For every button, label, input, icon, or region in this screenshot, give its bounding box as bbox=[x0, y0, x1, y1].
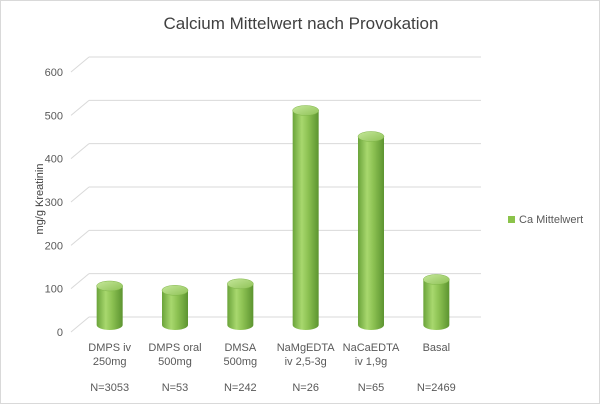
bar-top-5 bbox=[423, 274, 450, 285]
sample-size-label-1: N=53 bbox=[162, 382, 189, 394]
sample-size-label-5: N=2469 bbox=[417, 382, 456, 394]
x-tick-label-2-0: DMSA bbox=[224, 342, 256, 354]
bar-3 bbox=[292, 105, 319, 330]
bar-top-2 bbox=[227, 278, 254, 290]
x-tick-label-2-1: 500mg bbox=[224, 356, 258, 368]
gridline-floor-5 bbox=[70, 99, 90, 116]
y-axis-title: mg/g Kreatinin bbox=[34, 164, 46, 235]
bar-body-0 bbox=[96, 286, 123, 330]
gridline-floor-6 bbox=[70, 56, 90, 73]
y-tick-label-0: 0 bbox=[57, 327, 63, 339]
y-tick-label-4: 400 bbox=[45, 154, 63, 166]
y-tick-label-2: 200 bbox=[45, 240, 63, 252]
bar-1 bbox=[161, 285, 189, 330]
legend: Ca Mittelwert bbox=[508, 214, 583, 226]
gridline-floor-4 bbox=[70, 143, 90, 160]
x-tick-label-1-0: DMPS oral bbox=[148, 342, 201, 354]
sample-size-label-2: N=242 bbox=[224, 382, 257, 394]
sample-size-label-0: N=3053 bbox=[90, 382, 129, 394]
x-tick-label-4-0: NaCaEDTA bbox=[343, 342, 400, 354]
x-tick-label-3-0: NaMgEDTA bbox=[277, 342, 336, 354]
gridline-floor-3 bbox=[70, 186, 90, 203]
x-tick-label-0-1: 250mg bbox=[93, 356, 127, 368]
x-tick-label-3-1: iv 2,5-3g bbox=[285, 356, 327, 368]
gridline-floor-1 bbox=[70, 273, 90, 290]
labels-layer: DMPS iv 250mg N=3053 DMPS oral 500mg N=53 DMSA… bbox=[88, 342, 455, 394]
bar-body-4 bbox=[358, 136, 384, 330]
x-tick-label-4-1: iv 1,9g bbox=[355, 356, 387, 368]
legend-label-ca-mittelwert: Ca Mittelwert bbox=[519, 214, 583, 226]
y-tick-label-3: 300 bbox=[45, 197, 63, 209]
legend-swatch-ca-mittelwert bbox=[508, 216, 515, 223]
grid-layer: 0 100 200 300 400 500 600 bbox=[45, 56, 481, 339]
gridline-floor-2 bbox=[70, 229, 90, 246]
y-tick-label-5: 500 bbox=[45, 110, 63, 122]
y-tick-label-6: 600 bbox=[45, 67, 63, 79]
y-tick-label-1: 100 bbox=[45, 284, 63, 296]
bar-top-0 bbox=[96, 280, 123, 292]
bar-body-3 bbox=[292, 110, 319, 330]
x-tick-label-1-1: 500mg bbox=[158, 356, 192, 368]
bar-top-1 bbox=[161, 285, 189, 296]
bar-body-1 bbox=[162, 290, 188, 330]
bars-layer bbox=[96, 105, 450, 330]
x-tick-label-0-0: DMPS iv bbox=[88, 342, 131, 354]
chart-title: Calcium Mittelwert nach Provokation bbox=[164, 14, 439, 33]
bar-body-2 bbox=[227, 283, 254, 330]
sample-size-label-4: N=65 bbox=[358, 382, 385, 394]
sample-size-label-3: N=26 bbox=[292, 382, 319, 394]
bar-0 bbox=[96, 280, 123, 330]
bar-top-4 bbox=[357, 131, 385, 142]
bar-top-3 bbox=[292, 105, 319, 116]
bar-5 bbox=[423, 274, 450, 330]
bar-2 bbox=[227, 278, 254, 330]
gridline-floor-0 bbox=[70, 316, 90, 333]
x-tick-label-5-0: Basal bbox=[423, 342, 451, 354]
bar-body-5 bbox=[423, 279, 450, 330]
bar-4 bbox=[357, 131, 385, 330]
